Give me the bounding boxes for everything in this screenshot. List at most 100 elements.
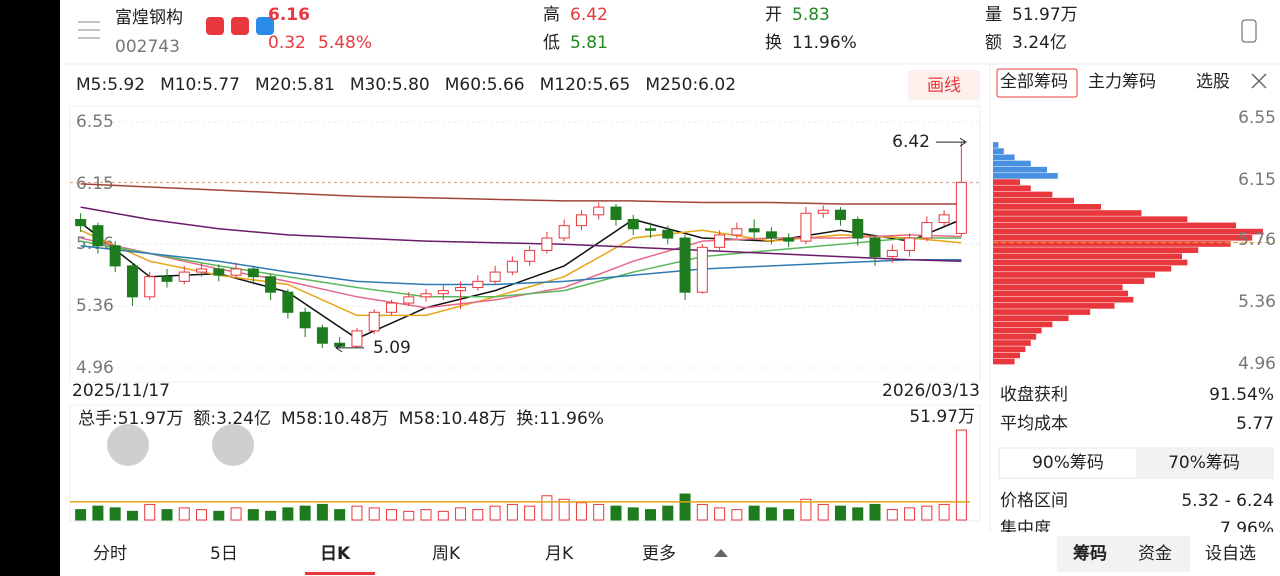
- candle-body: [696, 246, 708, 293]
- chip-tab[interactable]: 选股: [1196, 72, 1230, 92]
- next-button[interactable]: [212, 424, 254, 466]
- chip-tick-label: 5.36: [1238, 292, 1276, 312]
- chip-bar: [993, 309, 1091, 315]
- candle-body: [886, 249, 898, 258]
- legend-entry: M250:6.02: [645, 75, 736, 95]
- candle-body: [213, 268, 225, 276]
- period-tab[interactable]: 5日: [210, 544, 238, 564]
- ma-line: [80, 237, 962, 298]
- arrow: [936, 137, 967, 147]
- volume-bar: [524, 505, 536, 521]
- toggle-option[interactable]: 90%筹码: [1032, 453, 1104, 473]
- candle-body: [351, 330, 363, 347]
- info-value: 5.77: [1236, 414, 1274, 434]
- volume-bar: [731, 509, 743, 521]
- period-tab[interactable]: 日K: [320, 544, 351, 564]
- candle-body: [921, 222, 933, 239]
- candle-body: [265, 276, 277, 293]
- candle-body: [334, 342, 346, 347]
- period-tab[interactable]: 月K: [545, 544, 574, 564]
- candle-body: [575, 214, 587, 227]
- volume-max: 51.97万: [909, 407, 975, 427]
- candle-body: [627, 218, 639, 230]
- prev-button[interactable]: [107, 424, 149, 466]
- chip-bar: [993, 327, 1042, 334]
- candle-body: [385, 302, 397, 313]
- candle-body: [834, 209, 846, 220]
- chip-bar: [993, 321, 1053, 328]
- close-icon[interactable]: [1251, 73, 1267, 89]
- volume-bar: [645, 509, 657, 521]
- period-tab[interactable]: 分时: [93, 544, 127, 564]
- candle-body: [558, 225, 570, 239]
- legend-entry: M120:5.65: [540, 75, 631, 95]
- stock-name: 富煌钢构: [115, 8, 183, 28]
- toggle-option[interactable]: 70%筹码: [1168, 453, 1240, 473]
- candle-body: [420, 293, 432, 298]
- legend-entry: M30:5.80: [350, 75, 430, 95]
- chip-bar: [993, 173, 1058, 179]
- volume-bar: [489, 505, 501, 521]
- candle-body: [904, 237, 916, 251]
- draw-button-label[interactable]: 画线: [927, 76, 961, 96]
- stat-value: 5.83: [792, 5, 830, 25]
- candle-body: [144, 276, 156, 298]
- toggle-active[interactable]: [1000, 449, 1136, 477]
- chip-bar: [993, 333, 1037, 340]
- stat-value: 6.42: [570, 5, 608, 25]
- chip-bar: [993, 278, 1145, 284]
- candle-body: [368, 311, 380, 332]
- volume-bar: [714, 507, 726, 521]
- chip-bar: [993, 358, 1015, 365]
- chip-tab[interactable]: 主力筹码: [1088, 72, 1156, 92]
- stat-label: 量: [985, 5, 1002, 25]
- candle-body: [765, 231, 777, 239]
- info-value: 91.54%: [1209, 385, 1274, 405]
- more-arrow[interactable]: [714, 549, 728, 557]
- period-tab[interactable]: 更多: [642, 544, 676, 564]
- chip-bar: [993, 142, 999, 148]
- menu-icon[interactable]: [78, 21, 100, 39]
- chip-bar: [993, 160, 1031, 167]
- stat-label: 高: [543, 5, 560, 25]
- y-tick-label: 5.36: [76, 296, 114, 316]
- date-label: 2025/11/17: [72, 381, 170, 401]
- volume-bar: [558, 498, 570, 521]
- volume-bar: [955, 429, 967, 521]
- volume-bar: [696, 503, 708, 521]
- phone-icon[interactable]: [1241, 19, 1257, 43]
- chip-tick-label: 4.96: [1238, 354, 1276, 374]
- stat-value: 3.24亿: [1012, 33, 1067, 53]
- chip-bar: [993, 148, 1004, 154]
- period-tab[interactable]: 周K: [432, 544, 461, 564]
- chip-bar: [993, 234, 1253, 241]
- volume-bar: [247, 509, 259, 521]
- panel-tab[interactable]: 筹码: [1073, 543, 1107, 564]
- change: 0.32: [268, 33, 306, 53]
- volume-bar: [748, 505, 760, 521]
- date-label: 2026/03/13: [882, 381, 980, 401]
- draw-button[interactable]: [908, 70, 980, 100]
- volume-legend: M58:10.48万: [281, 409, 389, 429]
- candle-body: [817, 209, 829, 214]
- candle-body: [783, 237, 795, 242]
- volume-bar: [852, 507, 864, 521]
- volume-bar: [178, 507, 190, 521]
- candle-body: [610, 206, 622, 220]
- candle-body: [748, 228, 760, 233]
- panel-tab[interactable]: 资金: [1138, 544, 1172, 564]
- volume-bar: [575, 502, 587, 521]
- candle-body: [403, 296, 415, 304]
- volume-frame: [69, 404, 981, 522]
- price: 6.16: [268, 5, 310, 25]
- candle-body: [92, 225, 104, 247]
- panel-tab[interactable]: 设自选: [1205, 544, 1256, 564]
- chip-tab[interactable]: 全部筹码: [1000, 72, 1068, 92]
- stat-label: 开: [765, 5, 782, 25]
- candle-body: [714, 234, 726, 248]
- legend-entry: M10:5.77: [160, 75, 240, 95]
- chip-bar: [993, 228, 1263, 235]
- low-annotation: 5.09: [373, 338, 411, 358]
- volume-bar: [92, 505, 104, 521]
